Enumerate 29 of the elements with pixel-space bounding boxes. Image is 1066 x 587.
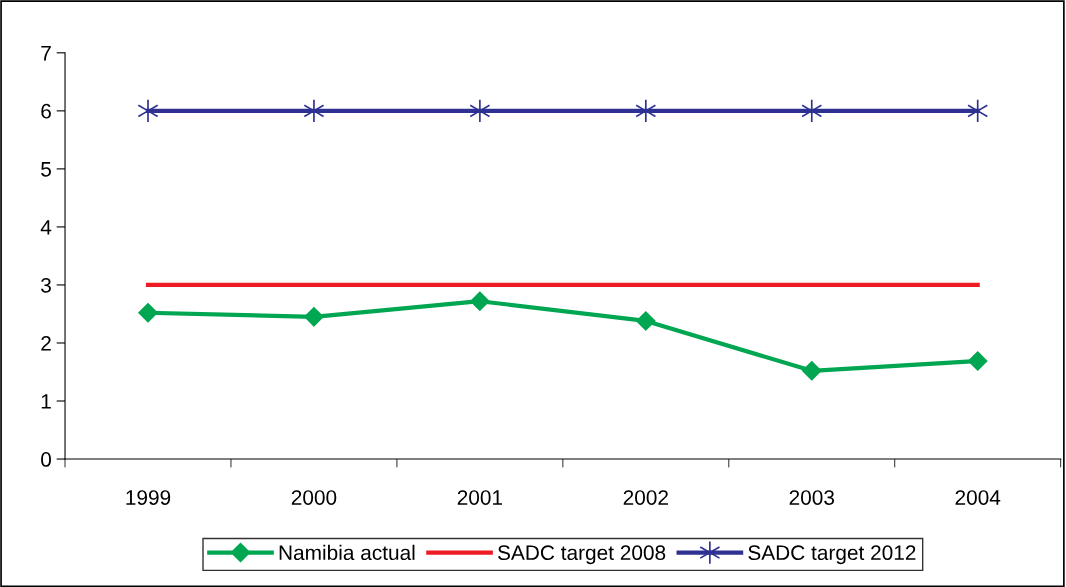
x-tick-label: 1999 xyxy=(126,490,171,505)
point xyxy=(801,98,823,123)
point xyxy=(968,351,988,371)
y-tick-label: 2 xyxy=(41,335,51,351)
x-tick-label: 2002 xyxy=(623,490,668,505)
legend-label: SADC target 2008 xyxy=(498,545,666,565)
point xyxy=(636,311,656,331)
y-tick-label: 4 xyxy=(40,220,52,235)
point xyxy=(470,291,490,311)
point xyxy=(802,361,822,381)
point xyxy=(303,98,325,123)
y-tick-label: 1 xyxy=(41,394,51,409)
point xyxy=(137,98,159,123)
point xyxy=(967,98,989,123)
y-tick-label: 5 xyxy=(41,162,51,177)
point xyxy=(304,307,324,327)
y-tick-label: 3 xyxy=(41,277,51,293)
x-tick-label: 2004 xyxy=(955,490,1001,505)
x-tick-label: 2001 xyxy=(457,490,503,505)
legend-label: SADC target 2012 xyxy=(748,545,916,565)
point xyxy=(138,303,158,323)
y-tick-label: 6 xyxy=(41,103,51,119)
y-tick-label: 7 xyxy=(41,46,51,61)
x-tick-label: 2003 xyxy=(789,490,835,505)
legend-label: Namibia actual xyxy=(279,544,415,561)
point xyxy=(635,98,657,123)
y-tick-label: 0 xyxy=(41,452,52,467)
x-tick-label: 2000 xyxy=(291,490,337,505)
point xyxy=(469,98,491,123)
